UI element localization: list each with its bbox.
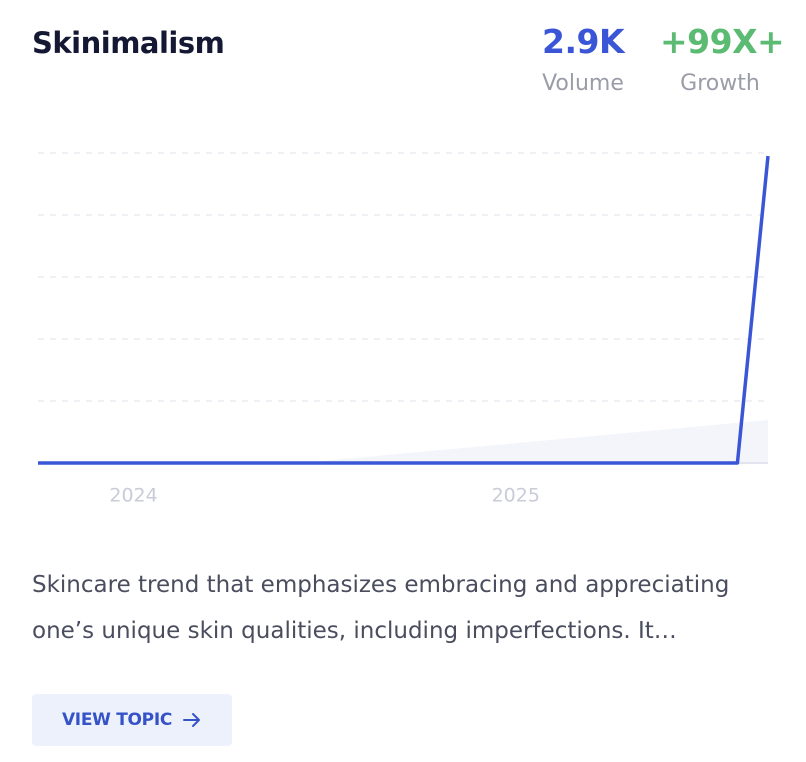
arrow-icon xyxy=(183,713,201,727)
chart: 2024 2025 xyxy=(38,152,770,507)
metric-value: +99X+ xyxy=(660,22,785,61)
trend-line xyxy=(38,155,770,465)
x-tick-label: 2024 xyxy=(109,485,157,507)
button-label: VIEW TOPIC xyxy=(61,710,173,730)
metric-value: 2.9K xyxy=(541,22,625,61)
x-tick-label: 2025 xyxy=(492,485,540,507)
description: Skincare trend that emphasizes embracing… xyxy=(32,572,730,644)
view-topic-button[interactable]: VIEW TOPIC xyxy=(32,694,232,746)
card-title: Skinimalism xyxy=(32,26,225,60)
metric: +99X+ Growth xyxy=(660,22,785,96)
metric-label: Growth xyxy=(680,71,760,96)
area-shade xyxy=(300,420,768,463)
metric: 2.9K Volume xyxy=(536,22,630,96)
metric-label: Volume xyxy=(542,71,624,96)
